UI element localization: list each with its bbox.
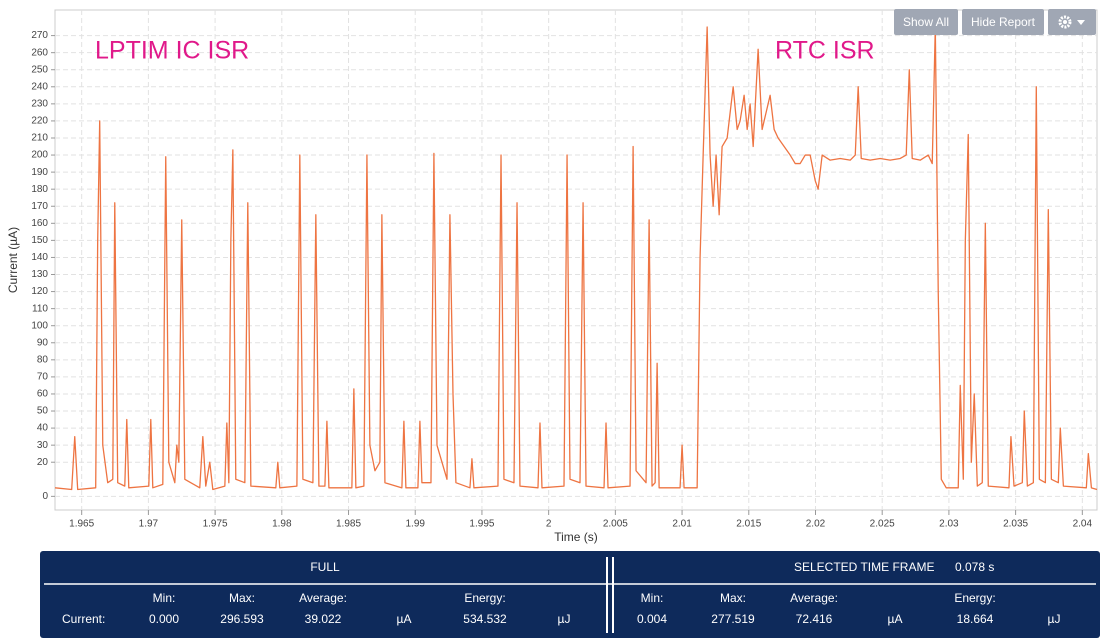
y-tick-label: 60 bbox=[37, 389, 49, 400]
x-tick-label: 1.99 bbox=[405, 519, 425, 530]
x-tick-label: 2.015 bbox=[736, 519, 761, 530]
x-tick-label: 2.02 bbox=[806, 519, 826, 530]
y-tick-label: 210 bbox=[31, 133, 48, 144]
x-tick-label: 2.04 bbox=[1073, 519, 1093, 530]
annotation: RTC ISR bbox=[775, 37, 875, 65]
y-tick-label: 20 bbox=[37, 457, 49, 468]
x-tick-label: 1.985 bbox=[336, 519, 361, 530]
unit: µA bbox=[396, 612, 412, 626]
label: Min: bbox=[640, 591, 664, 605]
y-tick-label: 150 bbox=[31, 235, 48, 246]
x-tick-label: 1.965 bbox=[69, 519, 94, 530]
x-tick-label: 2.005 bbox=[603, 519, 628, 530]
label: Average: bbox=[299, 591, 347, 605]
value: 0.000 bbox=[148, 612, 180, 626]
row-label: Current: bbox=[62, 612, 106, 626]
x-tick-label: 1.98 bbox=[272, 519, 292, 530]
y-tick-label: 0 bbox=[42, 491, 48, 502]
settings-button[interactable] bbox=[1048, 9, 1096, 35]
axes: 0 20 30 40 50 60 70 80 90 100 110 120 130 140 150 160 17… bbox=[31, 10, 1098, 530]
y-tick-label: 170 bbox=[31, 201, 48, 212]
report-title: FULL bbox=[310, 560, 340, 574]
y-tick-label: 260 bbox=[31, 47, 48, 58]
value: 0.004 bbox=[636, 612, 668, 626]
y-tick-label: 240 bbox=[31, 81, 48, 92]
duration: 0.078 s bbox=[955, 560, 995, 574]
label: Min: bbox=[152, 591, 176, 605]
hide-report-button[interactable]: Hide Report bbox=[962, 9, 1044, 35]
x-tick-label: 2.01 bbox=[672, 519, 692, 530]
value: 72.416 bbox=[795, 612, 833, 626]
value: 277.519 bbox=[711, 612, 755, 626]
y-tick-label: 250 bbox=[31, 64, 48, 75]
report-title: SELECTED TIME FRAME bbox=[794, 560, 935, 574]
x-tick-label: 1.995 bbox=[469, 519, 494, 530]
value: 18.664 bbox=[956, 612, 994, 626]
current-line bbox=[54, 26, 1098, 491]
value: 296.593 bbox=[220, 612, 264, 626]
y-tick-label: 140 bbox=[31, 252, 48, 263]
y-tick-label: 120 bbox=[31, 286, 48, 297]
y-tick-label: 100 bbox=[31, 320, 48, 331]
y-tick-label: 220 bbox=[31, 116, 48, 127]
y-axis-label: Current (µA) bbox=[6, 227, 20, 293]
y-tick-label: 40 bbox=[37, 423, 49, 434]
unit: µJ bbox=[1047, 612, 1061, 626]
y-tick-label: 180 bbox=[31, 184, 48, 195]
chart: 0 20 30 40 50 60 70 80 90 100 110 120 130 140 150 160 17… bbox=[6, 9, 1098, 544]
y-tick-label: 130 bbox=[31, 269, 48, 280]
label: Average: bbox=[790, 591, 838, 605]
y-tick-label: 30 bbox=[37, 440, 49, 451]
value: 534.532 bbox=[463, 612, 507, 626]
show-all-button[interactable]: Show All bbox=[894, 9, 958, 35]
x-tick-label: 1.97 bbox=[139, 519, 159, 530]
y-tick-label: 230 bbox=[31, 98, 48, 109]
y-tick-label: 90 bbox=[37, 337, 49, 348]
y-tick-label: 200 bbox=[31, 150, 48, 161]
report-panel: FULL Current: Min: 0.000 Max: 296.593 Av… bbox=[40, 551, 1100, 638]
y-tick-label: 270 bbox=[31, 30, 48, 41]
y-tick-label: 80 bbox=[37, 354, 49, 365]
y-tick-label: 160 bbox=[31, 218, 48, 229]
x-tick-label: 2.035 bbox=[1003, 519, 1028, 530]
y-tick-label: 70 bbox=[37, 372, 49, 383]
annotation: LPTIM IC ISR bbox=[95, 37, 249, 65]
label: Energy: bbox=[464, 591, 506, 605]
unit: µA bbox=[887, 612, 903, 626]
value: 39.022 bbox=[304, 612, 342, 626]
x-tick-label: 1.975 bbox=[203, 519, 228, 530]
y-tick-label: 110 bbox=[32, 303, 48, 314]
x-tick-label: 2 bbox=[546, 519, 552, 530]
unit: µJ bbox=[557, 612, 571, 626]
gear-icon bbox=[1058, 15, 1085, 29]
label: Energy: bbox=[954, 591, 996, 605]
label: Max: bbox=[719, 591, 747, 605]
x-tick-label: 2.025 bbox=[870, 519, 895, 530]
y-tick-label: 50 bbox=[37, 406, 49, 417]
report-lines bbox=[44, 557, 1096, 633]
label: Max: bbox=[228, 591, 256, 605]
y-tick-label: 190 bbox=[31, 167, 48, 178]
x-tick-label: 2.03 bbox=[939, 519, 959, 530]
x-axis-label: Time (s) bbox=[554, 530, 598, 544]
